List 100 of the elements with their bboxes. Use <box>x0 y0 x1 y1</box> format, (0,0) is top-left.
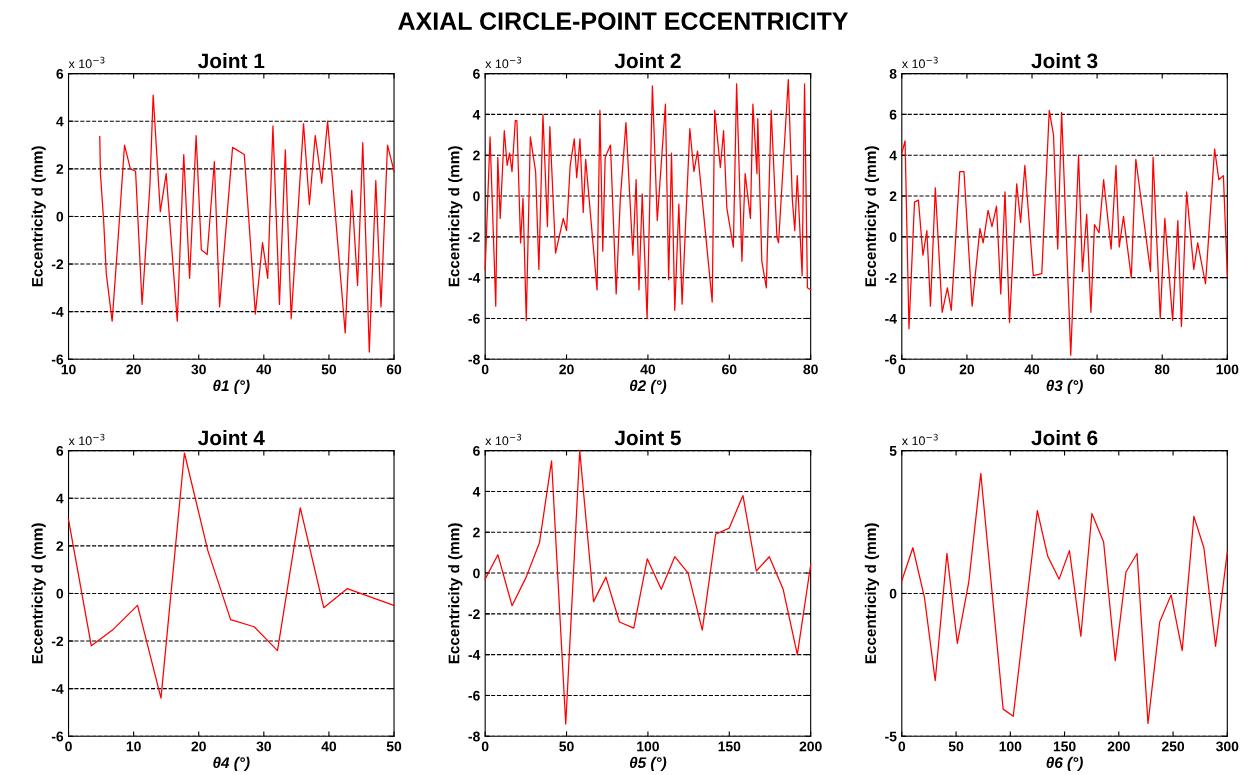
x-tick-label: 100 <box>999 741 1022 752</box>
y-tick-label: -2 <box>885 272 897 283</box>
y-tick-label: 2 <box>56 164 64 174</box>
x-tick-label: 0 <box>65 741 72 752</box>
x-tick-label: 60 <box>722 364 737 375</box>
y-tick-label: -6 <box>468 690 480 701</box>
x-tick-label: 50 <box>559 741 574 752</box>
y-tick-label: 4 <box>56 493 64 504</box>
x-tick-label: 300 <box>1216 741 1239 752</box>
line-series <box>484 79 812 322</box>
x-tick-label: 80 <box>1154 364 1170 375</box>
x-tick-label: 10 <box>61 364 76 375</box>
x-tick-label: 20 <box>959 364 975 375</box>
line-series <box>901 109 1228 356</box>
y-axis-title: Eccentricity d (mm) <box>448 146 463 287</box>
y-tick-label: 6 <box>473 445 480 456</box>
x-tick-label: 50 <box>386 741 402 752</box>
text: x 10$^{−3}$ <box>68 433 105 446</box>
x-axis-title: θ1 (°) <box>213 379 250 395</box>
x-tick-label: 200 <box>1107 741 1130 752</box>
y-axis-title: Eccentricity d (mm) <box>31 146 46 287</box>
y-tick-label: -6 <box>51 731 64 742</box>
y-tick-label: -2 <box>468 609 480 619</box>
y-axis-title: Eccentricity d (mm) <box>864 523 880 664</box>
text: AXIAL CIRCLE-POINT ECCENTRICITY <box>398 12 849 30</box>
y-tick-label: 2 <box>473 150 480 161</box>
y-axis-title: Eccentricity d (mm) <box>864 146 880 287</box>
chart-title: Joint 4 <box>198 429 265 446</box>
y-tick-label: 0 <box>889 588 897 599</box>
y-tick-label: 8 <box>889 68 897 79</box>
y-tick-label: -8 <box>468 731 480 742</box>
y-tick-label: 0 <box>56 211 64 222</box>
x-tick-label: 40 <box>321 741 337 752</box>
text: x 10$^{−3}$ <box>901 56 938 69</box>
y-tick-label: -2 <box>51 259 64 270</box>
x-tick-label: 150 <box>1053 741 1076 752</box>
x-tick-label: 10 <box>126 741 141 752</box>
x-axis-title: θ2 (°) <box>629 379 667 395</box>
y-tick-label: 2 <box>473 527 480 538</box>
x-tick-label: 80 <box>803 364 818 375</box>
x-axis-title: θ4 (°) <box>213 756 250 772</box>
y-axis-title: Eccentricity d (mm) <box>31 523 46 664</box>
chart-title: Joint 5 <box>614 429 681 446</box>
y-tick-label: 6 <box>56 445 64 456</box>
y-tick-label: 0 <box>473 568 480 579</box>
y-tick-label: 2 <box>56 541 64 551</box>
y-tick-label: -4 <box>885 313 897 324</box>
x-tick-label: 200 <box>799 741 822 752</box>
line-series <box>99 94 395 353</box>
x-tick-label: 100 <box>1216 364 1239 375</box>
x-axis-title: θ3 (°) <box>1046 379 1083 395</box>
line-series <box>901 472 1228 725</box>
y-tick-label: -6 <box>885 354 897 365</box>
x-tick-label: 60 <box>386 364 402 375</box>
y-tick-label: -2 <box>468 232 480 242</box>
x-tick-label: 30 <box>191 364 206 375</box>
y-tick-label: 6 <box>889 109 897 120</box>
chart-title: Joint 1 <box>198 52 265 69</box>
chart-title: Joint 3 <box>1031 52 1098 69</box>
y-axis-title: Eccentricity d (mm) <box>448 523 463 664</box>
y-tick-label: 0 <box>473 191 480 202</box>
x-tick-label: 40 <box>1024 364 1040 375</box>
y-tick-label: 0 <box>889 232 897 242</box>
x-tick-label: 60 <box>1089 364 1105 375</box>
y-tick-label: 4 <box>889 150 897 161</box>
x-tick-label: 150 <box>718 741 741 752</box>
x-tick-label: 0 <box>481 364 489 375</box>
y-tick-label: -6 <box>51 354 64 365</box>
text: x 10$^{−3}$ <box>901 433 938 446</box>
x-tick-label: 30 <box>256 741 271 752</box>
y-tick-label: -4 <box>51 307 64 317</box>
x-tick-label: 50 <box>321 364 337 375</box>
y-tick-label: 5 <box>889 446 897 456</box>
y-tick-label: -8 <box>468 354 480 365</box>
chart-title: Joint 6 <box>1031 429 1098 446</box>
x-tick-label: 40 <box>640 364 656 375</box>
x-tick-label: 0 <box>898 364 906 375</box>
x-axis-title: θ6 (°) <box>1046 756 1083 772</box>
y-tick-label: 6 <box>56 68 64 79</box>
x-tick-label: 100 <box>637 741 659 752</box>
x-tick-label: 40 <box>256 364 271 375</box>
x-axis-title: θ5 (°) <box>629 756 667 772</box>
x-tick-label: 0 <box>898 741 906 752</box>
y-tick-label: 0 <box>56 588 64 599</box>
chart-title: Joint 2 <box>614 52 681 69</box>
text: x 10$^{−3}$ <box>485 56 522 69</box>
y-tick-label: 4 <box>472 109 481 120</box>
y-tick-label: 4 <box>56 116 64 127</box>
x-tick-label: 50 <box>948 741 964 752</box>
y-tick-label: 4 <box>472 486 481 497</box>
y-tick-label: 2 <box>889 191 897 202</box>
x-tick-label: 0 <box>481 741 489 752</box>
y-tick-label: -2 <box>51 636 64 647</box>
x-tick-label: 250 <box>1161 741 1185 752</box>
text: x 10$^{−3}$ <box>485 433 522 446</box>
y-tick-label: -6 <box>468 313 480 324</box>
y-tick-label: -4 <box>468 273 481 283</box>
y-tick-label: -4 <box>468 650 481 660</box>
y-tick-label: -5 <box>885 731 897 742</box>
text: x 10$^{−3}$ <box>68 56 105 69</box>
